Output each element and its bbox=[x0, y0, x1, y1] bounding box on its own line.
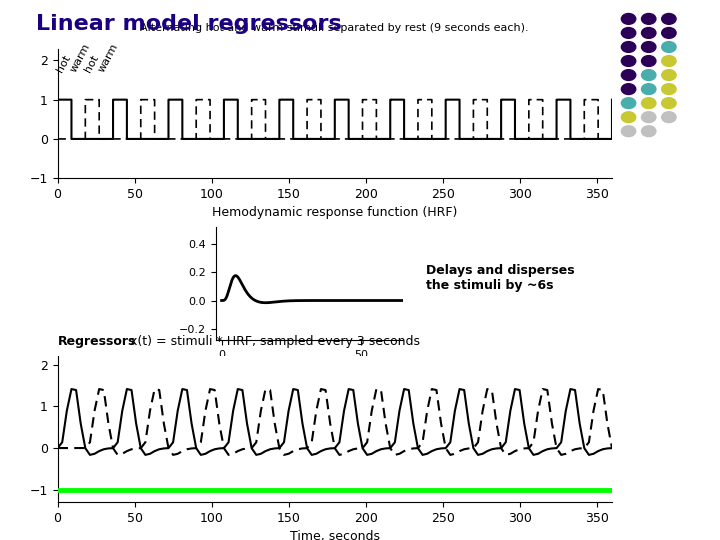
Text: Delays and disperses
the stimuli by ~6s: Delays and disperses the stimuli by ~6s bbox=[426, 264, 575, 292]
Text: Alternating hot and warm stimuli separated by rest (9 seconds each).: Alternating hot and warm stimuli separat… bbox=[140, 23, 529, 33]
Text: warm: warm bbox=[96, 42, 120, 74]
Text: hot: hot bbox=[83, 53, 100, 74]
Text: Regressors: Regressors bbox=[58, 335, 136, 348]
X-axis label: Hemodynamic response function (HRF): Hemodynamic response function (HRF) bbox=[212, 206, 457, 219]
Text: x(t) = stimuli * HRF, sampled every 3 seconds: x(t) = stimuli * HRF, sampled every 3 se… bbox=[126, 335, 420, 348]
Text: warm: warm bbox=[69, 42, 92, 74]
Text: Linear model regressors: Linear model regressors bbox=[36, 14, 342, 33]
Text: hot: hot bbox=[55, 53, 72, 74]
X-axis label: Time, seconds: Time, seconds bbox=[289, 530, 380, 540]
